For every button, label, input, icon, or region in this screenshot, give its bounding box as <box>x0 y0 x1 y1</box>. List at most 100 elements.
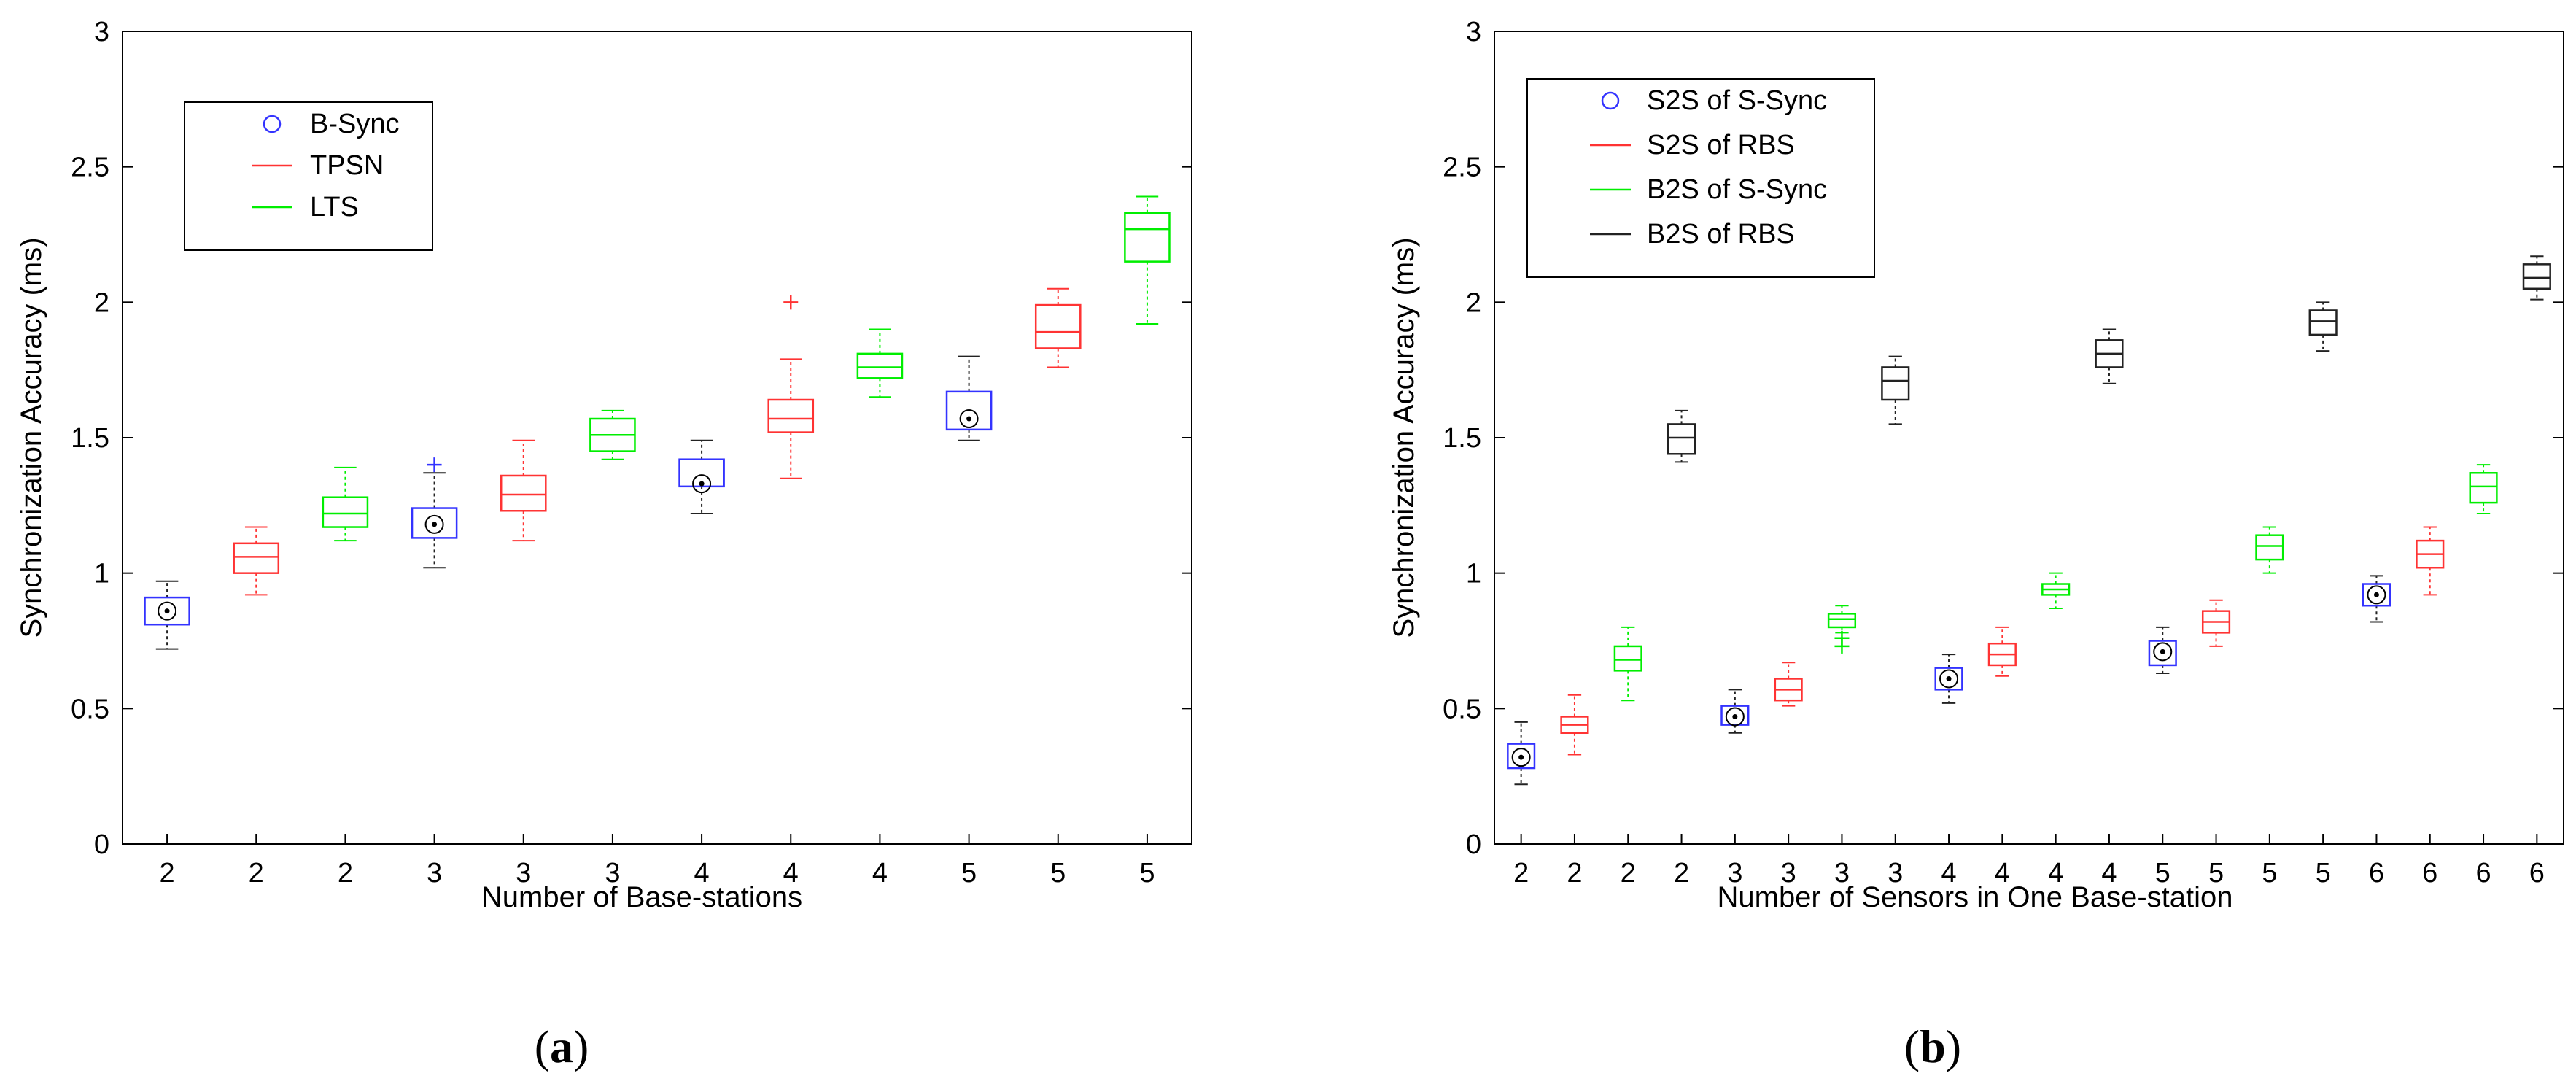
box-body <box>1124 212 1171 263</box>
box-b-17 <box>2362 575 2391 623</box>
median-dot <box>2160 649 2165 654</box>
box-body <box>2469 472 2498 504</box>
box-a-8 <box>767 295 815 479</box>
legend-label: S2S of RBS <box>1647 130 1795 160</box>
box-a-4 <box>411 457 458 569</box>
box-b-6 <box>1774 662 1803 707</box>
median-circle-marker <box>1511 748 1531 767</box>
y-tick-label: 1 <box>94 559 109 589</box>
box-a-2 <box>233 526 280 596</box>
box-b-7 <box>1827 605 1857 654</box>
caption-letter-b: b <box>1920 1021 1946 1072</box>
x-tick-label: 5 <box>2155 858 2170 889</box>
caption-b: (b) <box>1904 1021 1961 1072</box>
y-tick-label: 3 <box>94 17 109 47</box>
x-tick-label: 2 <box>160 858 175 889</box>
box-b-15 <box>2255 526 2284 574</box>
boxes-a <box>144 195 1171 650</box>
median-circle-marker <box>424 514 444 534</box>
x-axis-label-a: Number of Base-stations <box>481 881 802 913</box>
median-circle-marker <box>692 474 712 494</box>
outlier-marker <box>1834 638 1850 654</box>
legend-label: LTS <box>310 192 359 222</box>
x-tick-label: 5 <box>1139 858 1155 889</box>
box-body <box>1827 613 1857 629</box>
box-a-11 <box>1034 287 1082 368</box>
y-ticks-b: 0 0.5 1 1.5 2 2.5 3 <box>1443 17 2564 860</box>
y-tick-label: 0 <box>1466 829 1481 860</box>
x-tick-label: 2 <box>338 858 353 889</box>
x-tick-label: 3 <box>1888 858 1903 889</box>
legend-box-a <box>184 101 433 251</box>
x-tick-label: 5 <box>1050 858 1066 889</box>
x-tick-label: 3 <box>516 858 531 889</box>
box-body <box>322 496 369 528</box>
box-body <box>1934 667 1963 691</box>
box-body <box>2255 534 2284 561</box>
box-b-19 <box>2469 464 2498 514</box>
legend-a: B-Sync TPSN LTS <box>184 101 433 251</box>
x-tick-label: 2 <box>1567 858 1582 889</box>
x-tick-label: 3 <box>1781 858 1796 889</box>
box-b-12 <box>2095 328 2124 384</box>
x-tick-label: 4 <box>872 858 888 889</box>
median-dot <box>164 608 170 614</box>
box-a-3 <box>322 466 369 542</box>
x-tick-label: 6 <box>2475 858 2491 889</box>
box-body <box>2308 309 2338 336</box>
box-body <box>856 352 904 379</box>
outlier-marker <box>783 295 799 310</box>
caption-a: (a) <box>535 1021 589 1072</box>
y-tick-label: 2.5 <box>71 152 109 183</box>
box-body <box>233 542 280 574</box>
y-tick-label: 2 <box>1466 287 1481 318</box>
y-tick-label: 0.5 <box>1443 694 1481 724</box>
y-tick-label: 1 <box>1466 559 1481 589</box>
x-tick-label: 6 <box>2369 858 2384 889</box>
box-b-18 <box>2416 526 2445 596</box>
legend-label: TPSN <box>310 150 384 181</box>
box-b-3 <box>1613 626 1642 702</box>
x-tick-label: 4 <box>1941 858 1956 889</box>
boxes-b <box>1507 255 2551 786</box>
legend-b: S2S of S-Sync S2S of RBS B2S of S-Sync B2S … <box>1526 78 1875 278</box>
median-dot <box>1732 713 1738 719</box>
x-tick-label: 4 <box>2048 858 2063 889</box>
box-body <box>945 390 993 431</box>
median-dot <box>1518 754 1524 760</box>
box-b-14 <box>2201 599 2231 647</box>
y-tick-label: 1.5 <box>71 423 109 454</box>
legend-label: B2S of S-Sync <box>1647 174 1827 205</box>
legend-symbol-circle <box>263 115 282 133</box>
x-axis-label-b: Number of Sensors in One Base-station <box>1717 881 2232 913</box>
median-dot <box>2373 592 2379 597</box>
box-a-5 <box>500 439 547 542</box>
x-tick-label: 6 <box>2422 858 2437 889</box>
x-tick-label: 6 <box>2529 858 2545 889</box>
box-b-8 <box>1881 355 1910 425</box>
box-body <box>678 458 725 488</box>
median-circle-marker <box>959 409 979 429</box>
box-body <box>2148 640 2177 667</box>
box-body <box>500 474 547 512</box>
y-tick-label: 2.5 <box>1443 152 1481 183</box>
caption-letter-a: a <box>550 1021 573 1072</box>
legend-label: B-Sync <box>310 109 399 139</box>
y-tick-label: 3 <box>1466 17 1481 47</box>
x-tick-label: 5 <box>2262 858 2277 889</box>
x-tick-label: 2 <box>1674 858 1689 889</box>
box-b-1 <box>1507 721 1536 786</box>
box-body <box>1667 423 1696 455</box>
box-b-5 <box>1720 689 1750 734</box>
outlier-marker <box>427 457 442 473</box>
median-dot <box>966 416 972 422</box>
box-a-9 <box>856 328 904 398</box>
x-tick-label: 4 <box>1995 858 2010 889</box>
y-axis-label-a: Synchronization Accuracy (ms) <box>15 237 47 638</box>
box-a-12 <box>1124 195 1171 325</box>
box-b-13 <box>2148 626 2177 675</box>
legend-box-b <box>1526 78 1875 278</box>
box-body <box>1613 645 1642 672</box>
box-b-16 <box>2308 301 2338 352</box>
